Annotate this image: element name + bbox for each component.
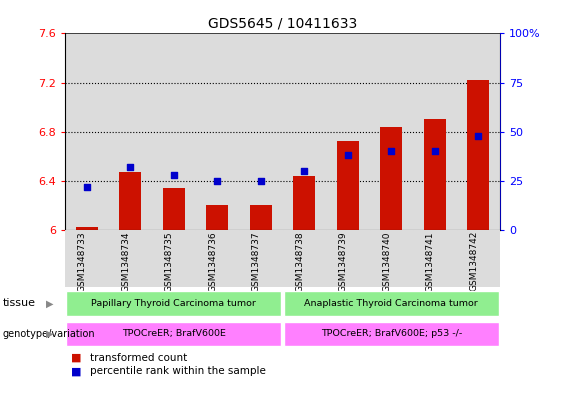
Text: ▶: ▶ [46, 329, 54, 339]
Point [169, 172, 178, 178]
Bar [293, 176, 315, 230]
Text: GSM1348739: GSM1348739 [339, 231, 347, 292]
Bar [467, 80, 489, 230]
Text: GSM1348733: GSM1348733 [78, 231, 87, 292]
Bar [119, 172, 141, 230]
Bar [108, 230, 152, 287]
Bar [152, 230, 195, 287]
Text: genotype/variation: genotype/variation [3, 329, 95, 339]
Bar [380, 127, 402, 230]
Bar [195, 230, 239, 287]
Point [386, 148, 396, 154]
Text: transformed count: transformed count [90, 353, 188, 363]
Text: GSM1348734: GSM1348734 [121, 231, 131, 292]
Bar [152, 33, 195, 230]
Bar [413, 33, 457, 230]
Bar [66, 322, 281, 345]
Bar [76, 228, 98, 230]
Text: Papillary Thyroid Carcinoma tumor: Papillary Thyroid Carcinoma tumor [92, 299, 256, 308]
Point [256, 178, 265, 184]
Text: GSM1348737: GSM1348737 [252, 231, 261, 292]
Bar [424, 119, 446, 230]
Bar [282, 33, 326, 230]
Text: TPOCreER; BrafV600E: TPOCreER; BrafV600E [122, 329, 225, 338]
Bar [413, 230, 457, 287]
Text: GSM1348740: GSM1348740 [383, 231, 391, 292]
Bar [163, 188, 185, 230]
Point [82, 184, 92, 190]
Bar [282, 230, 326, 287]
Text: percentile rank within the sample: percentile rank within the sample [90, 366, 266, 376]
Bar [337, 141, 359, 230]
Bar [284, 322, 499, 345]
Bar [195, 33, 239, 230]
Point [125, 164, 134, 170]
Text: ■: ■ [71, 366, 81, 376]
Bar [65, 33, 108, 230]
Text: ■: ■ [71, 353, 81, 363]
Bar [370, 33, 413, 230]
Text: GSM1348742: GSM1348742 [470, 231, 478, 292]
Bar [250, 205, 272, 230]
Text: GSM1348736: GSM1348736 [208, 231, 217, 292]
Bar [239, 230, 282, 287]
Point [430, 148, 439, 154]
Point [473, 132, 483, 139]
Bar [108, 33, 152, 230]
Point [299, 168, 308, 174]
Bar [457, 230, 500, 287]
Text: GSM1348735: GSM1348735 [165, 231, 174, 292]
Bar [284, 291, 499, 316]
Bar [206, 205, 228, 230]
Bar [65, 230, 108, 287]
Text: GSM1348738: GSM1348738 [295, 231, 304, 292]
Bar [66, 291, 281, 316]
Point [343, 152, 352, 158]
Bar [326, 230, 370, 287]
Bar [370, 230, 413, 287]
Title: GDS5645 / 10411633: GDS5645 / 10411633 [208, 17, 357, 31]
Text: tissue: tissue [3, 298, 36, 309]
Text: Anaplastic Thyroid Carcinoma tumor: Anaplastic Thyroid Carcinoma tumor [305, 299, 478, 308]
Bar [457, 33, 500, 230]
Bar [326, 33, 370, 230]
Text: GSM1348741: GSM1348741 [426, 231, 435, 292]
Text: ▶: ▶ [46, 298, 54, 309]
Text: TPOCreER; BrafV600E; p53 -/-: TPOCreER; BrafV600E; p53 -/- [321, 329, 462, 338]
Bar [239, 33, 282, 230]
Point [212, 178, 221, 184]
